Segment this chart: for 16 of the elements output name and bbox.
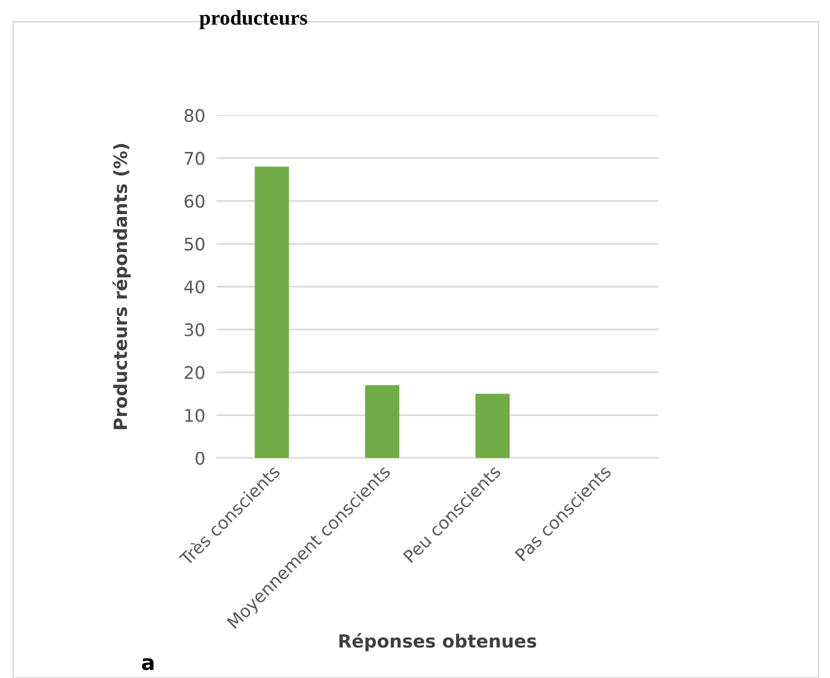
bar bbox=[365, 385, 400, 458]
y-tick-label: 20 bbox=[184, 366, 204, 380]
bar bbox=[475, 394, 510, 458]
bar bbox=[254, 166, 289, 458]
y-tick-label: 60 bbox=[184, 194, 204, 208]
y-tick-label: 70 bbox=[184, 152, 204, 165]
y-tick-label: 10 bbox=[185, 408, 204, 422]
chart-title: producteurs bbox=[199, 10, 308, 30]
y-axis-title: Producteurs répondants (%) bbox=[112, 144, 131, 430]
y-tick-label: 50 bbox=[184, 237, 204, 251]
text: a bbox=[142, 658, 154, 670]
x-axis-title: Réponses obtenues bbox=[339, 633, 536, 652]
y-tick-label: 30 bbox=[184, 323, 204, 336]
y-tick-label: 80 bbox=[184, 108, 204, 122]
y-tick-label: 0 bbox=[196, 452, 204, 465]
y-tick-label: 40 bbox=[184, 280, 204, 294]
